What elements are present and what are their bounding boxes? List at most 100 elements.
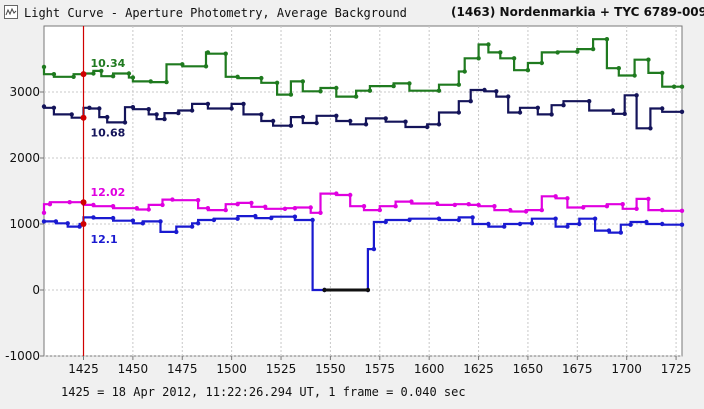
data-point (282, 206, 288, 211)
data-point (553, 216, 558, 221)
data-point (604, 204, 610, 209)
data-point (628, 222, 633, 227)
data-point (51, 72, 57, 77)
y-tick-label: 1000 (9, 217, 40, 231)
x-tick-label: 1725 (661, 362, 692, 376)
data-point (592, 216, 598, 221)
data-point (436, 216, 442, 221)
data-point (259, 75, 264, 81)
x-axis: 1425 1450 1475 1500 1525 1550 1575 1600 1625 1650… (68, 356, 691, 376)
data-point (180, 62, 185, 67)
data-point (679, 208, 685, 213)
data-point (130, 75, 136, 80)
x-tick-label: 1600 (414, 362, 445, 376)
data-point (606, 228, 612, 233)
data-point (587, 99, 592, 104)
data-point (391, 83, 396, 89)
data-point (91, 215, 96, 220)
data-point (646, 196, 651, 202)
data-point (632, 73, 637, 78)
data-point (502, 224, 507, 229)
data-point (154, 112, 159, 117)
y-tick-label: -1000 (5, 349, 40, 363)
data-point (318, 89, 323, 94)
data-point (610, 108, 616, 113)
data-point (486, 42, 491, 47)
series-readout: 12.02 (91, 186, 126, 199)
data-point (249, 200, 254, 206)
data-point (486, 221, 491, 227)
data-point (539, 60, 544, 66)
data-point (97, 106, 102, 111)
x-tick-label: 1450 (118, 362, 149, 376)
data-point (646, 57, 651, 62)
data-point (590, 46, 596, 52)
plot-area[interactable] (43, 25, 683, 357)
data-point (452, 202, 457, 208)
data-point (383, 116, 388, 121)
data-point (377, 207, 382, 213)
cursor-marker (80, 114, 87, 121)
data-point (110, 215, 116, 221)
data-point (310, 217, 315, 223)
data-point (41, 219, 47, 224)
x-tick-label: 1700 (611, 362, 642, 376)
data-point (223, 207, 228, 213)
data-point (371, 246, 377, 252)
data-point (470, 215, 475, 220)
data-point (87, 105, 92, 111)
data-point (51, 105, 57, 111)
object-title: (1463) Nordenmarkia + TYC 6789-00971-1 (451, 5, 704, 19)
x-tick-label: 1425 (68, 362, 99, 376)
data-point (91, 202, 96, 208)
data-point (158, 219, 163, 224)
data-point (575, 49, 580, 54)
data-point (353, 94, 359, 99)
data-point (407, 81, 412, 86)
data-point (314, 120, 319, 126)
data-point (146, 207, 151, 212)
y-tick-label: 0 (32, 283, 40, 297)
data-point (679, 109, 685, 115)
data-point (660, 207, 665, 213)
data-point (318, 210, 323, 215)
data-point (511, 56, 517, 61)
data-point (270, 118, 276, 124)
data-point (555, 50, 560, 55)
data-point (334, 113, 339, 119)
data-point (498, 50, 503, 55)
data-point (434, 201, 440, 206)
x-tick-label: 1525 (266, 362, 297, 376)
data-point (616, 66, 621, 71)
series-readout: 12.1 (91, 233, 118, 246)
title-bar: Light Curve - Aperture Photometry, Avera… (0, 0, 704, 26)
data-point (644, 219, 649, 225)
data-point (648, 126, 653, 131)
data-point (529, 221, 535, 226)
series-4 (322, 287, 371, 293)
data-point (235, 202, 240, 207)
data-point (539, 207, 544, 213)
data-point (47, 202, 53, 207)
data-point (269, 215, 274, 221)
series-2 (41, 191, 685, 215)
data-point (549, 112, 554, 117)
data-point (660, 221, 665, 227)
series-0 (41, 37, 685, 99)
x-tick-label: 1625 (463, 362, 494, 376)
data-point (259, 112, 264, 117)
data-point (622, 111, 627, 117)
data-point (205, 101, 211, 107)
data-point (322, 287, 327, 293)
data-point (462, 69, 467, 74)
data-point (492, 204, 497, 209)
x-tick-label: 1650 (513, 362, 544, 376)
data-point (308, 205, 313, 210)
data-point (110, 74, 116, 79)
data-point (525, 68, 531, 73)
light-curve-icon[interactable] (4, 5, 18, 19)
series-1 (41, 87, 685, 131)
data-point (565, 224, 570, 229)
